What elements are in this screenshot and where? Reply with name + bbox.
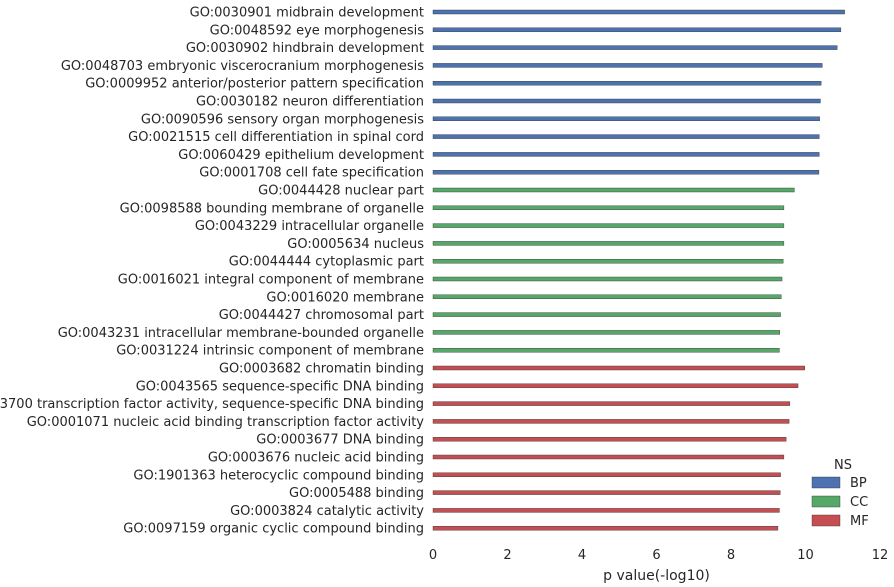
- bar-bp-0: [432, 9, 845, 15]
- legend-label-bp: BP: [850, 476, 867, 491]
- category-label: GO:0003677 DNA binding: [256, 433, 424, 448]
- category-label: GO:1901363 heterocyclic compound binding: [133, 468, 424, 483]
- legend-title: NS: [834, 458, 852, 473]
- category-label: GO:0044444 cytoplasmic part: [229, 255, 424, 270]
- bar-bp-8: [432, 152, 820, 157]
- category-label: GO:0005634 nucleus: [287, 237, 424, 252]
- x-axis-title: p value(-log10): [603, 568, 710, 584]
- category-label: GO:0009952 anterior/posterior pattern sp…: [85, 77, 424, 92]
- category-label: GO:0030182 neuron differentiation: [196, 95, 424, 110]
- bar-cc-14: [432, 259, 784, 264]
- bar-cc-18: [432, 330, 780, 335]
- bar-mf-27: [432, 490, 781, 495]
- bar-bp-7: [432, 134, 820, 139]
- x-tick-label: 8: [727, 548, 735, 563]
- bar-mf-28: [432, 508, 780, 513]
- bar-mf-20: [432, 365, 805, 371]
- legend-label-cc: CC: [850, 495, 868, 510]
- category-label: GO:0043565 sequence-specific DNA binding: [136, 379, 424, 394]
- bars-group: [432, 9, 845, 531]
- category-label: GO:0044428 nuclear part: [258, 184, 424, 199]
- category-label: GO:0030901 midbrain development: [190, 6, 424, 21]
- x-tick-label: 6: [652, 548, 660, 563]
- category-label: GO:0097159 organic cyclic compound bindi…: [123, 522, 424, 537]
- bar-cc-10: [432, 187, 795, 193]
- bar-bp-4: [432, 80, 822, 86]
- category-label: GO:0098588 bounding membrane of organell…: [120, 201, 424, 216]
- x-tick-label: 2: [503, 548, 511, 563]
- category-label: GO:0021515 cell differentiation in spina…: [128, 130, 424, 145]
- category-label: GO:0060429 epithelium development: [178, 148, 424, 163]
- bar-bp-5: [432, 98, 821, 104]
- bar-bp-2: [432, 45, 838, 50]
- bar-cc-15: [432, 276, 783, 282]
- legend-swatch-mf: [811, 514, 841, 527]
- category-label: GO:0043231 intracellular membrane-bounde…: [58, 326, 424, 341]
- bar-mf-22: [432, 401, 791, 406]
- category-label: GO:0003700 transcription factor activity…: [0, 397, 424, 412]
- bar-mf-21: [432, 383, 799, 388]
- bar-bp-6: [432, 116, 820, 122]
- legend-swatch-cc: [811, 495, 841, 508]
- bar-mf-26: [432, 472, 781, 477]
- category-label: GO:0048592 eye morphogenesis: [210, 23, 425, 38]
- bar-cc-12: [432, 223, 785, 228]
- bar-bp-1: [432, 27, 842, 32]
- legend: NS BP CC MF: [811, 458, 869, 529]
- category-label: GO:0016020 membrane: [266, 290, 424, 305]
- bar-mf-24: [432, 437, 787, 442]
- category-label: GO:0090596 sensory organ morphogenesis: [141, 112, 424, 127]
- bar-cc-13: [432, 241, 785, 246]
- category-label: GO:0016021 integral component of membran…: [118, 273, 424, 288]
- category-label: GO:0005488 binding: [289, 486, 424, 501]
- category-label: GO:0043229 intracellular organelle: [195, 219, 424, 234]
- category-label: GO:0001708 cell fate specification: [199, 166, 424, 181]
- bar-mf-25: [432, 454, 785, 460]
- category-labels: GO:0030901 midbrain development GO:004859…: [0, 6, 424, 537]
- category-label: GO:0003676 nucleic acid binding: [208, 451, 424, 466]
- category-label: GO:0048703 embryonic viscerocranium morp…: [61, 59, 424, 74]
- x-tick-label: 12: [872, 548, 889, 563]
- bar-bp-9: [432, 169, 820, 175]
- legend-label-mf: MF: [850, 514, 869, 529]
- bar-cc-11: [432, 205, 785, 211]
- category-label: GO:0001071 nucleic acid binding transcri…: [27, 415, 425, 430]
- category-label: GO:0030902 hindbrain development: [186, 41, 424, 56]
- category-label: GO:0044427 chromosomal part: [219, 308, 424, 323]
- category-label: GO:0003824 catalytic activity: [230, 504, 424, 519]
- bar-cc-16: [432, 294, 782, 299]
- legend-swatch-bp: [811, 476, 841, 489]
- bar-cc-17: [432, 312, 781, 317]
- bar-cc-19: [432, 348, 780, 353]
- x-tick-label: 10: [797, 548, 814, 563]
- bar-mf-29: [432, 526, 779, 531]
- x-tick-label: 4: [578, 548, 586, 563]
- x-axis-ticks: 0 2 4 6 8 10 12: [429, 548, 888, 563]
- category-label: GO:0003682 chromatin binding: [219, 362, 424, 377]
- bar-mf-23: [432, 419, 790, 424]
- x-tick-label: 0: [429, 548, 437, 563]
- bar-bp-3: [432, 63, 823, 68]
- category-label: GO:0031224 intrinsic component of membra…: [116, 344, 424, 359]
